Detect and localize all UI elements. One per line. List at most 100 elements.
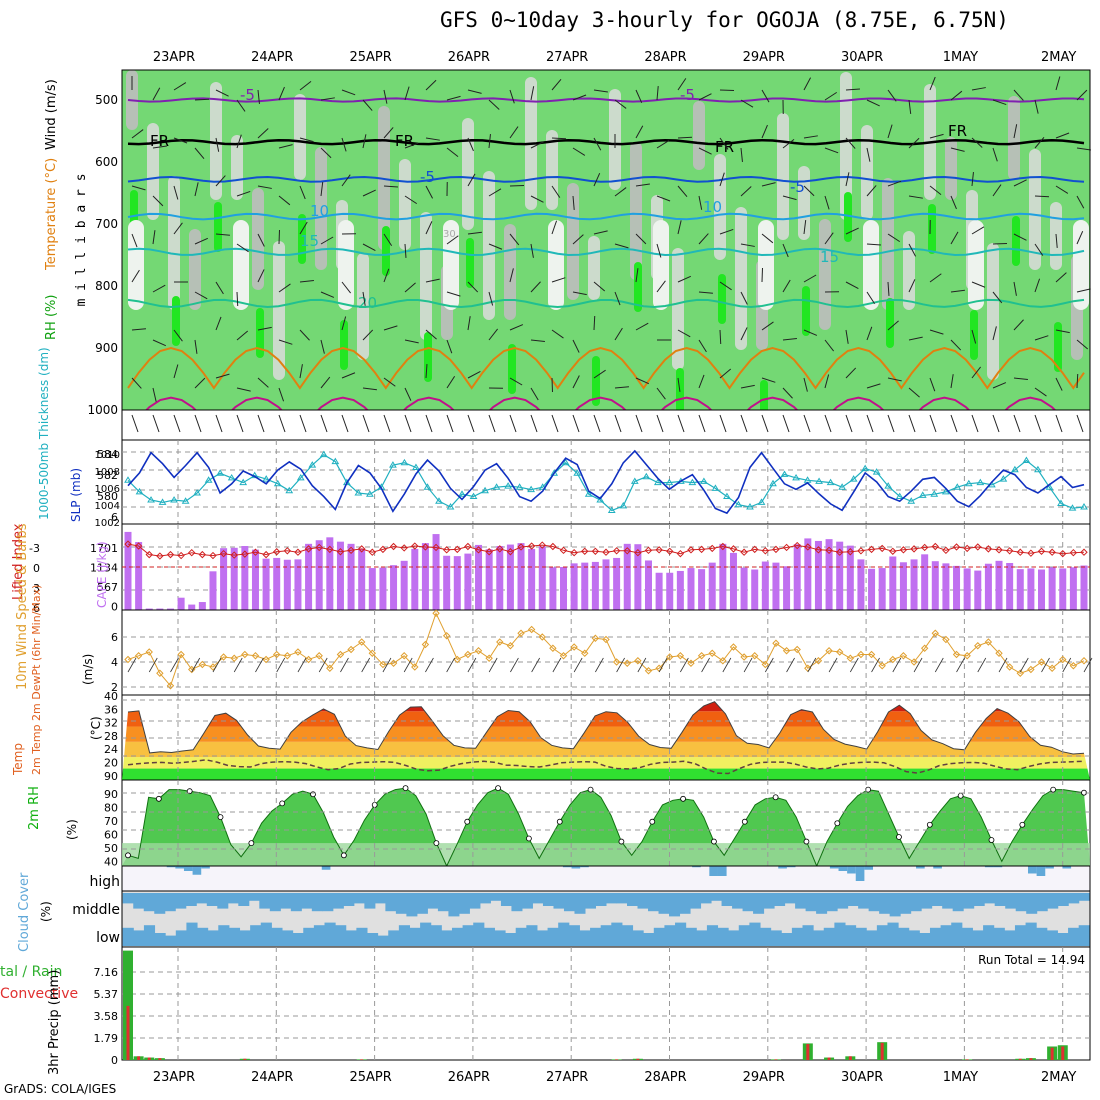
cape-bar xyxy=(506,544,514,610)
wind-barb xyxy=(551,78,562,91)
wind-barb xyxy=(593,137,602,151)
cape-bar xyxy=(995,560,1003,610)
cloud-low-bar xyxy=(802,925,814,946)
surface-wind-barb xyxy=(341,414,349,433)
thickness-point xyxy=(492,483,501,490)
rh-dry-patch xyxy=(840,72,852,220)
wind-barb xyxy=(152,145,167,149)
wind-barb xyxy=(173,329,183,342)
wind-speed-point xyxy=(666,653,674,661)
date-label-top: 27APR xyxy=(546,50,588,65)
surface-wind-barb xyxy=(320,414,328,433)
cloud-middle-bar xyxy=(1078,893,1090,901)
lifted-index-point xyxy=(496,545,504,553)
rh-point xyxy=(155,795,162,802)
wind-barb xyxy=(383,325,398,331)
cloud-middle-bar xyxy=(311,893,323,912)
lifted-index-point xyxy=(952,543,961,551)
wind-tick: 2 xyxy=(111,681,118,694)
wind-barb xyxy=(803,135,818,139)
lifted-index-point xyxy=(825,546,833,555)
thickness-point xyxy=(561,458,570,466)
temp-tick: 24 xyxy=(104,743,118,756)
wind-barb xyxy=(950,231,959,245)
wind-barb xyxy=(215,175,226,187)
thickness-point xyxy=(711,484,720,491)
wind-speed-point xyxy=(156,669,164,677)
wind-barb xyxy=(740,243,755,247)
cape-bar xyxy=(368,568,376,610)
cloud-low-bar xyxy=(462,925,474,946)
wind-barb xyxy=(194,339,198,354)
lifted-index-point xyxy=(814,546,823,554)
surface-wind-barb-10m xyxy=(212,657,222,673)
wind-barb xyxy=(887,320,899,331)
cloud-high-bar xyxy=(183,866,193,871)
lifted-index-point xyxy=(570,548,578,557)
surface-wind-barb xyxy=(257,414,265,433)
wind-barb xyxy=(698,339,707,353)
wind-barb xyxy=(488,243,503,250)
wind-barb xyxy=(950,289,965,293)
wind-barb xyxy=(719,228,734,235)
cloud-low-bar xyxy=(1014,925,1027,946)
wind-speed-point xyxy=(1080,657,1088,665)
cloud-low-bar xyxy=(271,927,283,946)
wind-barb xyxy=(425,79,437,91)
precip-total-bar xyxy=(123,950,133,1060)
wind-barb xyxy=(677,329,691,338)
precip-convective-bar xyxy=(965,1059,969,1060)
temp-tick: 90 xyxy=(104,770,118,783)
thickness-point xyxy=(285,486,294,494)
wind-barb xyxy=(719,172,725,187)
thickness-point xyxy=(665,478,674,486)
wind-barb xyxy=(320,339,325,354)
wind-barb xyxy=(908,243,917,257)
cloud-low-bar xyxy=(866,930,878,946)
thickness-point xyxy=(700,477,708,484)
cape-bar xyxy=(729,552,737,610)
wind-barb xyxy=(782,243,789,258)
wind-barb xyxy=(383,185,399,188)
date-label-bottom: 25APR xyxy=(349,1070,391,1085)
cloud-high-bar xyxy=(847,866,856,874)
surface-wind-barb-10m xyxy=(382,657,392,673)
cloud-low-bar xyxy=(303,927,315,946)
wind-barb xyxy=(1055,185,1069,194)
lifted-index-point xyxy=(782,543,791,552)
cloud-middle-bar xyxy=(711,893,723,901)
cape-bar xyxy=(220,548,228,610)
cloud-high-bar xyxy=(166,866,176,868)
rh-point xyxy=(340,852,347,859)
lifted-index-point xyxy=(124,540,132,548)
surface-wind-barb xyxy=(299,414,307,433)
wind-barb xyxy=(362,134,367,149)
precip-tick: 0 xyxy=(111,1054,118,1067)
precip-conv-label: Convective xyxy=(0,986,78,1002)
surface-wind-barb-10m xyxy=(297,657,307,673)
isotherm-line xyxy=(127,175,1085,183)
wind-barb xyxy=(803,329,818,336)
cloud-middle-bar xyxy=(732,893,744,909)
date-label-top: 28APR xyxy=(644,50,686,65)
surface-wind-barb-10m xyxy=(148,657,158,673)
lifted-index-point xyxy=(910,545,918,553)
wind-barb xyxy=(236,291,239,307)
wind-barb xyxy=(1013,89,1024,101)
wind-barb xyxy=(1076,231,1084,245)
cloud-middle-bar xyxy=(406,893,418,917)
rh-very-dry-patch xyxy=(758,220,774,310)
thickness-point xyxy=(688,478,697,486)
surface-wind-barb xyxy=(740,414,748,433)
lifted-index-point xyxy=(878,544,886,553)
cloud-middle-bar xyxy=(458,893,470,914)
cloud-low-bar xyxy=(621,925,634,946)
wind-barb xyxy=(677,136,693,139)
lifted-index-point xyxy=(485,548,493,556)
surface-wind-barb xyxy=(908,414,916,433)
precip-convective-bar xyxy=(827,1057,831,1060)
cape-bar xyxy=(1027,568,1035,610)
wind-barb xyxy=(740,186,752,197)
cloud-middle-bar xyxy=(690,893,702,909)
